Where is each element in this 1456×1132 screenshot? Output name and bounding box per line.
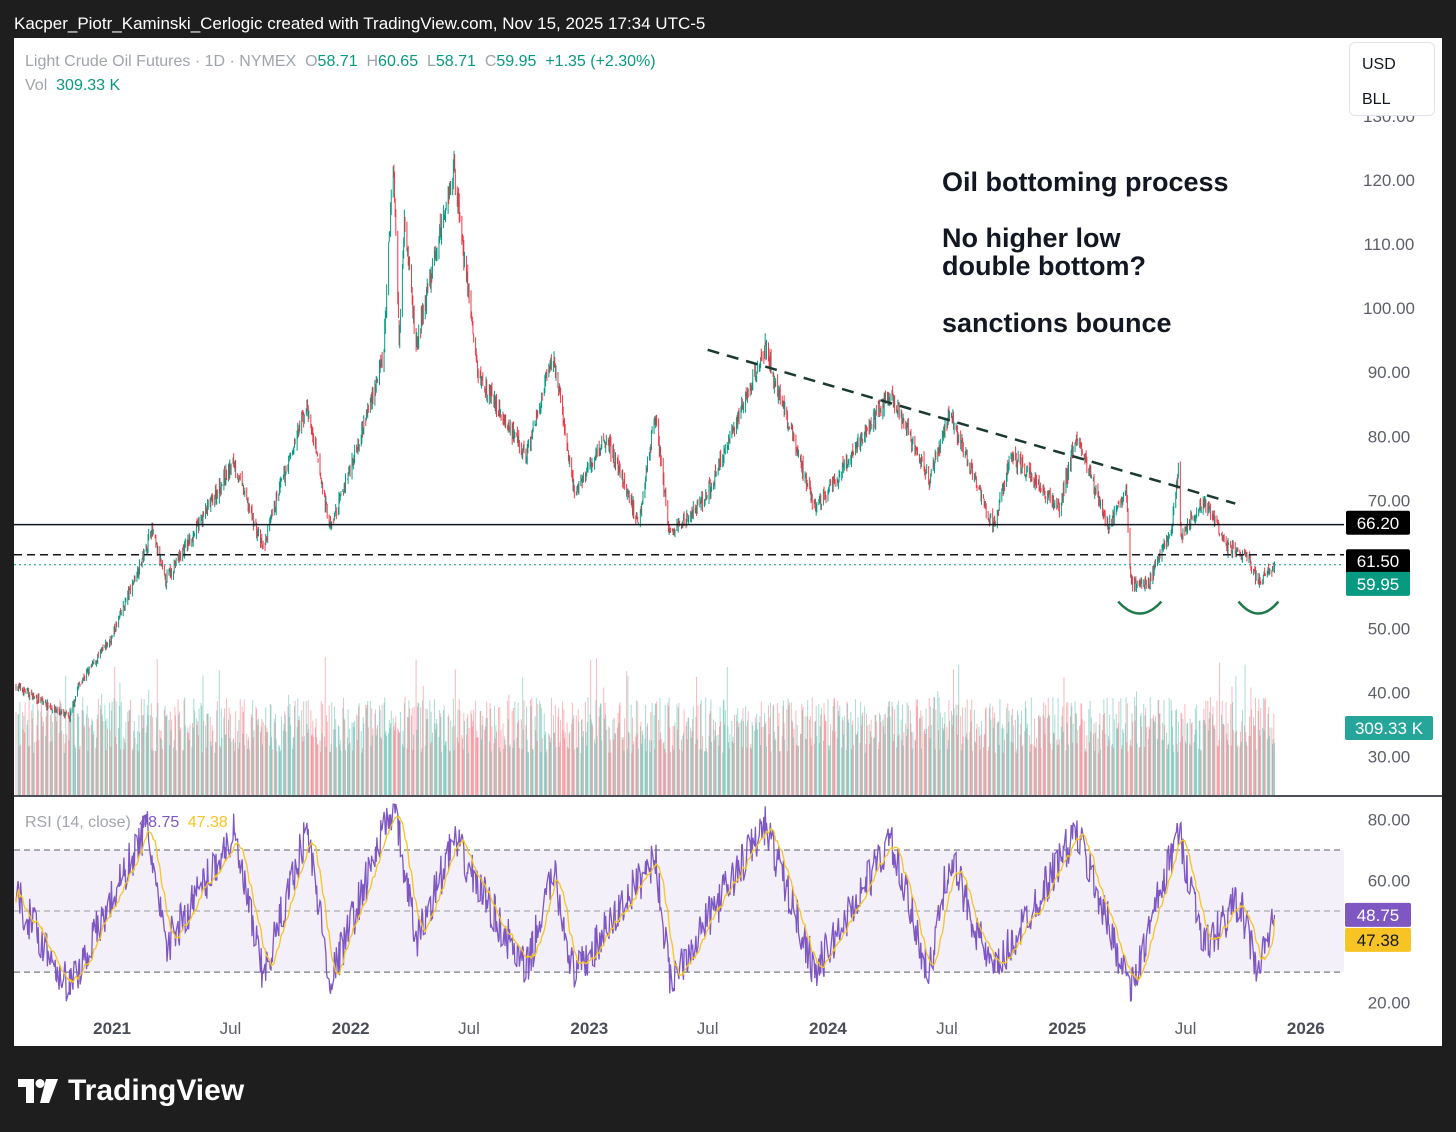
price-tick-label: 90.00 bbox=[1368, 363, 1411, 382]
rsi-label[interactable]: RSI (14, close) bbox=[25, 814, 131, 831]
tradingview-logo: TradingView bbox=[18, 1074, 244, 1108]
level-badge-61-bg bbox=[1346, 549, 1410, 574]
annotation-double-bottom: double bottom? bbox=[942, 251, 1146, 281]
time-tick-label: Jul bbox=[697, 1019, 719, 1038]
time-tick-label: 2023 bbox=[570, 1019, 608, 1038]
vol-label: Vol bbox=[25, 77, 48, 94]
open-label: O bbox=[305, 53, 318, 70]
price-tick-label: 120.00 bbox=[1363, 171, 1415, 190]
volume-bars bbox=[15, 656, 1275, 795]
time-tick-label: Jul bbox=[220, 1019, 242, 1038]
time-tick-label: 2024 bbox=[809, 1019, 847, 1038]
time-tick-label: 2026 bbox=[1287, 1019, 1325, 1038]
rsi-axis: 80.00 60.00 20.00 bbox=[1368, 810, 1411, 1012]
unit-selector[interactable]: USD BLL bbox=[1349, 42, 1435, 116]
unit-option[interactable]: BLL bbox=[1362, 91, 1391, 108]
candles bbox=[15, 150, 1275, 723]
close-badge-bg bbox=[1346, 571, 1410, 596]
vol-value: 309.33 K bbox=[56, 77, 121, 94]
low-label: L bbox=[426, 53, 436, 70]
open-value: 58.71 bbox=[317, 53, 358, 70]
chart-frame: 130.00 120.00 110.00 100.00 90.00 80.00 70.00 5… bbox=[14, 38, 1442, 1046]
double-bottom-arc bbox=[1117, 600, 1163, 615]
close-label: C bbox=[484, 53, 497, 70]
price-tick-label: 70.00 bbox=[1368, 491, 1411, 510]
trendline bbox=[707, 348, 1236, 505]
level-badge-66-bg bbox=[1346, 510, 1410, 535]
rsi-tick-label: 60.00 bbox=[1368, 872, 1411, 891]
rsi-tick-label: 20.00 bbox=[1368, 994, 1411, 1013]
price-tick-label: 100.00 bbox=[1363, 299, 1415, 318]
time-tick-label: Jul bbox=[458, 1019, 480, 1038]
close-value: 59.95 bbox=[496, 53, 537, 70]
high-value: 60.65 bbox=[378, 53, 419, 70]
time-tick-label: 2021 bbox=[93, 1019, 131, 1038]
change-value: +1.35 (+2.30%) bbox=[545, 53, 656, 70]
volume-legend: Vol 309.33 K bbox=[25, 77, 120, 95]
price-tick-label: 110.00 bbox=[1364, 235, 1415, 254]
logo-text: TradingView bbox=[68, 1074, 245, 1107]
rsi-badge: 48.75 bbox=[1357, 906, 1400, 925]
rsi-ma-value: 47.38 bbox=[187, 814, 228, 831]
chart-header: Kacper_Piotr_Kaminski_Cerlogic created w… bbox=[14, 14, 706, 33]
rsi-ma-line bbox=[15, 815, 1276, 984]
volume-badge: 309.33 K bbox=[1355, 719, 1424, 738]
annotation-sanctions: sanctions bounce bbox=[942, 308, 1172, 338]
rsi-pane bbox=[14, 803, 1344, 1002]
rsi-tick-label: 80.00 bbox=[1368, 810, 1411, 829]
price-levels bbox=[14, 523, 1344, 566]
symbol-label[interactable]: Light Crude Oil Futures · 1D · NYMEX bbox=[25, 53, 297, 70]
close-badge: 59.95 bbox=[1357, 575, 1400, 594]
currency-option[interactable]: USD bbox=[1362, 56, 1396, 73]
time-tick-label: 2025 bbox=[1048, 1019, 1086, 1038]
time-tick-label: 2022 bbox=[332, 1019, 370, 1038]
rsi-legend: RSI (14, close) 48.75 47.38 bbox=[25, 814, 228, 832]
time-axis: 2021 Jul 2022 Jul 2023 Jul 2024 Jul 2025 Jul 2026 bbox=[93, 1019, 1325, 1038]
rsi-line bbox=[15, 803, 1276, 1002]
price-tick-label: 50.00 bbox=[1368, 619, 1411, 638]
low-value: 58.71 bbox=[435, 53, 476, 70]
price-tick-label: 80.00 bbox=[1368, 427, 1411, 446]
rsi-ma-badge-bg bbox=[1345, 927, 1411, 952]
level-badge-66: 66.20 bbox=[1357, 514, 1400, 533]
time-tick-label: Jul bbox=[936, 1019, 958, 1038]
price-tick-label: 40.00 bbox=[1368, 684, 1411, 703]
volume-badge-bg bbox=[1345, 716, 1433, 740]
annotation-bottoming: Oil bottoming process bbox=[942, 167, 1229, 197]
annotation-higher-low: No higher low bbox=[942, 223, 1121, 253]
level-badge-61: 61.50 bbox=[1357, 552, 1400, 571]
price-axis: 130.00120.00110.00100.0090.0080.0070.005… bbox=[1363, 107, 1415, 767]
tradingview-logo-icon bbox=[18, 1079, 58, 1103]
chart-canvas[interactable]: 130.00120.00110.00100.0090.0080.0070.005… bbox=[14, 38, 1442, 1046]
rsi-badge-bg bbox=[1345, 902, 1411, 927]
time-tick-label: Jul bbox=[1175, 1019, 1197, 1038]
double-bottom-arc bbox=[1237, 600, 1280, 615]
rsi-value: 48.75 bbox=[139, 814, 180, 831]
rsi-ma-badge: 47.38 bbox=[1357, 931, 1400, 950]
price-legend: Light Crude Oil Futures · 1D · NYMEX O58… bbox=[25, 53, 656, 71]
price-tick-label: 30.00 bbox=[1368, 748, 1411, 767]
high-label: H bbox=[366, 53, 379, 70]
